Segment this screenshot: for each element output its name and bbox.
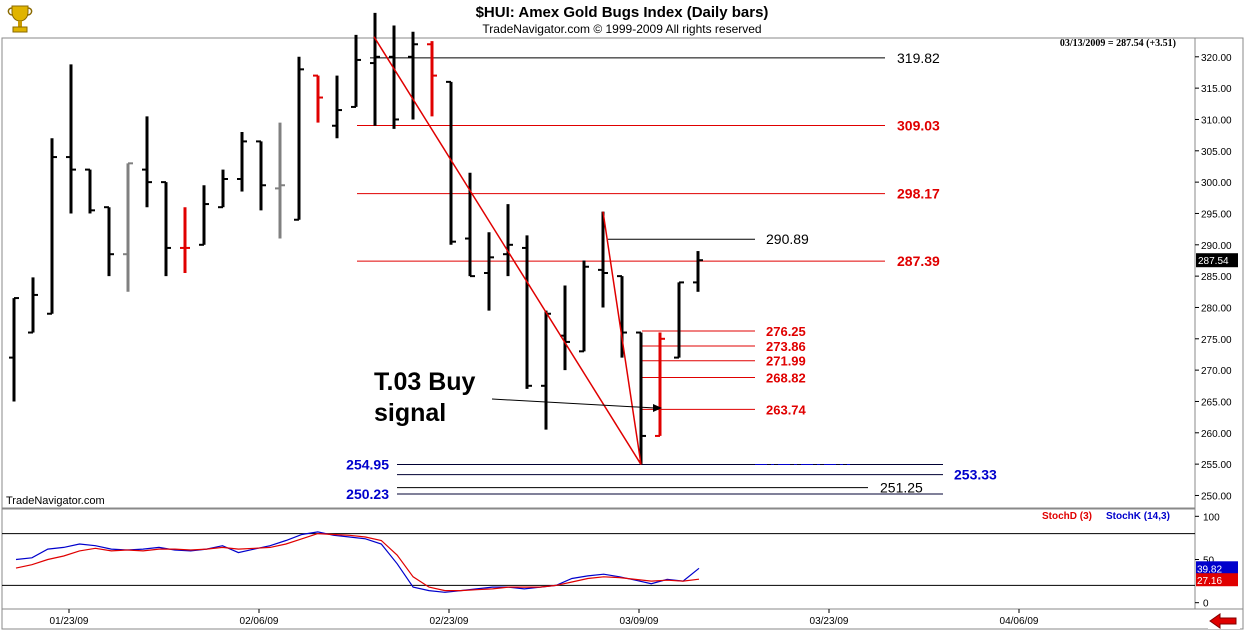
ohlc-bar	[161, 181, 171, 277]
ohlc-bar	[142, 116, 152, 208]
ohlc-bar	[104, 206, 114, 277]
x-tick-label: 03/23/09	[810, 616, 849, 627]
chart-title: $HUI: Amex Gold Bugs Index (Daily bars)	[476, 4, 769, 21]
y-tick-label: 265.00	[1201, 397, 1232, 408]
ohlc-bar	[28, 277, 38, 334]
ohlc-bar	[389, 25, 399, 129]
right-axis-band	[1194, 37, 1244, 610]
ohlc-bar	[256, 140, 266, 211]
stoch-series-line	[15, 532, 700, 592]
ohlc-bar	[636, 331, 646, 465]
level-label: 273.86	[766, 339, 806, 354]
x-tick-label: 03/09/09	[620, 616, 659, 627]
ohlc-bar	[655, 332, 665, 437]
ohlc-bar	[123, 162, 133, 292]
ohlc-bar	[484, 232, 494, 311]
stoch-d-box	[1196, 573, 1238, 587]
stoch-y-label: 0	[1203, 599, 1209, 610]
ohlc-bar	[598, 211, 608, 308]
ohlc-bar	[674, 281, 684, 359]
stoch-k-last: 39.82	[1197, 564, 1222, 575]
ohlc-bar	[370, 12, 380, 126]
ohlc-bar	[237, 132, 247, 192]
ohlc-bar	[332, 75, 342, 139]
level-label: 268.82	[766, 371, 806, 386]
price-panel-frame	[1, 37, 1196, 509]
y-tick-label: 270.00	[1201, 366, 1232, 377]
x-tick-label: 04/06/09	[1000, 616, 1039, 627]
y-tick-label: 315.00	[1201, 84, 1232, 95]
y-tick-label: 295.00	[1201, 209, 1232, 220]
ohlc-bar	[66, 64, 76, 214]
level-label: 276.25	[766, 324, 806, 339]
y-tick-label: 310.00	[1201, 115, 1232, 126]
annotation-arrow-head	[653, 404, 662, 412]
trend-line-pullback	[602, 211, 642, 465]
stoch-panel-frame	[1, 508, 1196, 610]
legend-stochd: StochD (3)	[1042, 511, 1092, 522]
annotation-line2: signal	[374, 399, 446, 427]
trend-line-down	[373, 36, 642, 465]
level-label: 309.03	[897, 118, 940, 134]
level-label: 253.33	[954, 467, 997, 483]
y-tick-label: 260.00	[1201, 429, 1232, 440]
ohlc-bar	[218, 169, 228, 209]
legend-stochk: StochK (14,3)	[1106, 511, 1170, 522]
ohlc-bar	[408, 31, 418, 120]
annotation-line1: T.03 Buy	[374, 368, 476, 396]
trophy-icon[interactable]	[7, 5, 33, 33]
y-tick-label: 320.00	[1201, 53, 1232, 64]
ohlc-bar	[693, 251, 703, 292]
x-tick-label: 01/23/09	[50, 616, 89, 627]
ohlc-bar	[199, 185, 209, 246]
ohlc-bar	[446, 80, 456, 245]
y-tick-label: 275.00	[1201, 335, 1232, 346]
level-label: 319.82	[897, 50, 940, 66]
y-tick-label: 300.00	[1201, 178, 1232, 189]
last-price-label: 287.54	[1198, 256, 1229, 267]
level-label: 271.99	[766, 354, 806, 369]
ohlc-bar	[85, 168, 95, 214]
ohlc-bar	[9, 297, 19, 402]
ohlc-bar	[427, 41, 437, 117]
copyright-text: TradeNavigator.com © 1999-2009 All right…	[482, 22, 761, 36]
x-tick-label: 02/06/09	[240, 616, 279, 627]
ohlc-bar	[522, 235, 532, 389]
level-label: 287.39	[897, 253, 940, 269]
level-label: 290.89	[766, 231, 809, 247]
level-label: 298.17	[897, 186, 940, 202]
ohlc-bar	[579, 260, 589, 353]
stoch-d-last: 27.16	[1197, 576, 1222, 587]
last-price-box	[1196, 253, 1238, 268]
watermark-text: TradeNavigator.com	[6, 495, 105, 507]
level-label: 254.95	[346, 456, 389, 472]
ohlc-bar	[617, 275, 627, 358]
y-tick-label: 285.00	[1201, 272, 1232, 283]
level-label: 251.25	[880, 480, 923, 496]
ohlc-bar	[313, 74, 323, 123]
last-price-info: 03/13/2009 = 287.54 (+3.51)	[1060, 38, 1176, 49]
stoch-k-box	[1196, 561, 1238, 575]
y-tick-label: 255.00	[1201, 460, 1232, 471]
ohlc-bar	[294, 56, 304, 221]
level-label: 263.74	[766, 402, 807, 417]
y-tick-label: 280.00	[1201, 303, 1232, 314]
stoch-y-label: 100	[1203, 512, 1220, 523]
y-tick-label: 250.00	[1201, 491, 1232, 502]
ohlc-bar	[275, 122, 285, 239]
y-tick-label: 305.00	[1201, 147, 1232, 158]
stoch-y-label: 50	[1203, 556, 1215, 567]
level-label: 250.23	[346, 486, 389, 502]
red-arrow-icon[interactable]	[1208, 613, 1240, 629]
ohlc-bar	[47, 138, 57, 315]
date-axis-band	[1, 608, 1244, 630]
y-tick-label: 290.00	[1201, 241, 1232, 252]
annotation-arrow	[491, 398, 656, 409]
ohlc-bar	[503, 204, 513, 277]
ohlc-bar	[351, 34, 361, 108]
ohlc-bar	[180, 207, 190, 273]
x-tick-label: 02/23/09	[430, 616, 469, 627]
